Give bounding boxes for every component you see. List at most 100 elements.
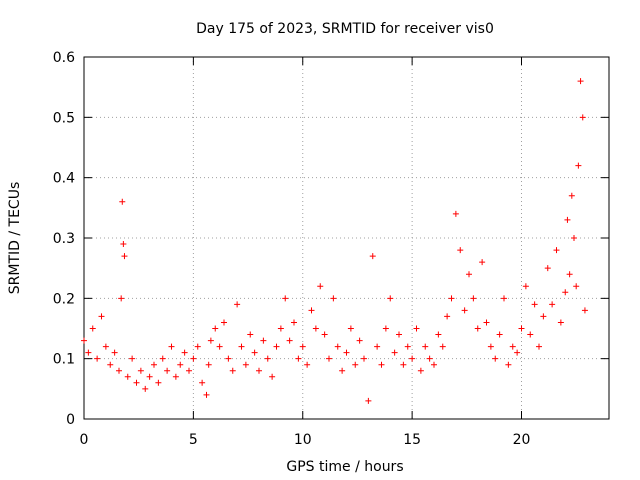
data-point xyxy=(522,283,529,290)
data-point xyxy=(321,331,328,338)
data-point xyxy=(98,313,105,320)
data-point xyxy=(496,331,503,338)
data-point xyxy=(221,319,227,326)
data-point xyxy=(177,361,184,368)
data-point xyxy=(365,397,372,404)
data-point xyxy=(146,373,153,380)
data-point xyxy=(564,216,571,223)
data-point xyxy=(164,367,171,374)
data-point xyxy=(435,331,442,338)
data-point xyxy=(118,295,125,302)
y-tick-label: 0.1 xyxy=(53,352,75,368)
data-point xyxy=(159,355,166,362)
data-point xyxy=(190,355,197,362)
data-points xyxy=(81,78,588,404)
grid-lines xyxy=(84,57,609,419)
data-point xyxy=(343,349,350,356)
data-point xyxy=(172,373,179,380)
data-point xyxy=(251,349,258,356)
data-point xyxy=(562,289,569,296)
data-point xyxy=(540,313,547,320)
data-point xyxy=(334,343,341,350)
data-point xyxy=(505,361,512,368)
data-point xyxy=(404,343,411,350)
y-tick-label: 0.4 xyxy=(53,171,75,187)
data-point xyxy=(466,271,472,278)
y-tick-label: 0.2 xyxy=(53,291,75,307)
data-point xyxy=(573,283,580,290)
data-point xyxy=(133,379,140,386)
data-point xyxy=(487,343,494,350)
data-point xyxy=(396,331,402,338)
data-point xyxy=(452,210,459,217)
data-point xyxy=(129,355,136,362)
data-point xyxy=(457,247,464,254)
data-point xyxy=(225,355,232,362)
data-point xyxy=(448,295,455,302)
data-point xyxy=(387,295,394,302)
y-tick-label: 0 xyxy=(66,412,75,428)
data-point xyxy=(121,253,128,260)
data-point xyxy=(374,343,381,350)
x-tick-label: 10 xyxy=(294,432,312,448)
data-point xyxy=(199,379,206,386)
data-point xyxy=(308,307,315,314)
data-point xyxy=(369,253,376,260)
data-point xyxy=(94,355,101,362)
data-point xyxy=(575,162,582,169)
data-point xyxy=(470,295,477,302)
data-point xyxy=(352,361,359,368)
data-point xyxy=(256,367,262,374)
data-point xyxy=(444,313,451,320)
data-point xyxy=(509,343,516,350)
data-point xyxy=(339,367,346,374)
data-point xyxy=(527,331,534,338)
data-point xyxy=(111,349,118,356)
data-point xyxy=(142,385,149,392)
data-point xyxy=(295,355,302,362)
data-point xyxy=(409,355,416,362)
data-point xyxy=(186,367,192,374)
data-point xyxy=(577,78,584,85)
data-point xyxy=(137,367,144,374)
data-point xyxy=(304,361,311,368)
data-point xyxy=(286,337,293,344)
data-point xyxy=(382,325,389,332)
data-point xyxy=(483,319,490,326)
data-point xyxy=(207,337,214,344)
data-point xyxy=(273,343,280,350)
y-tick-label: 0.6 xyxy=(53,50,75,66)
plot-frame xyxy=(83,56,610,420)
data-point xyxy=(581,307,588,314)
data-point xyxy=(205,361,212,368)
data-point xyxy=(439,343,446,350)
y-tick-label: 0.5 xyxy=(53,110,75,126)
data-point xyxy=(81,337,87,344)
data-point xyxy=(426,355,433,362)
data-point xyxy=(571,235,577,241)
data-point xyxy=(461,307,468,314)
data-point xyxy=(492,355,499,362)
data-point xyxy=(85,349,92,356)
x-axis-label: GPS time / hours xyxy=(286,459,403,475)
data-point xyxy=(116,367,122,374)
data-point xyxy=(102,343,109,350)
data-point xyxy=(247,331,254,338)
data-point xyxy=(568,192,575,199)
data-point xyxy=(514,349,521,356)
data-point xyxy=(312,325,319,332)
y-tick-label: 0.3 xyxy=(53,231,75,247)
data-point xyxy=(326,355,332,362)
data-point xyxy=(347,325,354,332)
data-point xyxy=(400,361,407,368)
x-tick-label: 20 xyxy=(513,432,531,448)
data-point xyxy=(431,361,437,368)
data-point xyxy=(378,361,385,368)
data-point xyxy=(229,367,236,374)
y-axis-label: SRMTID / TECUs xyxy=(7,182,23,295)
data-point xyxy=(291,319,297,326)
data-point xyxy=(544,265,551,272)
data-point xyxy=(474,325,481,332)
